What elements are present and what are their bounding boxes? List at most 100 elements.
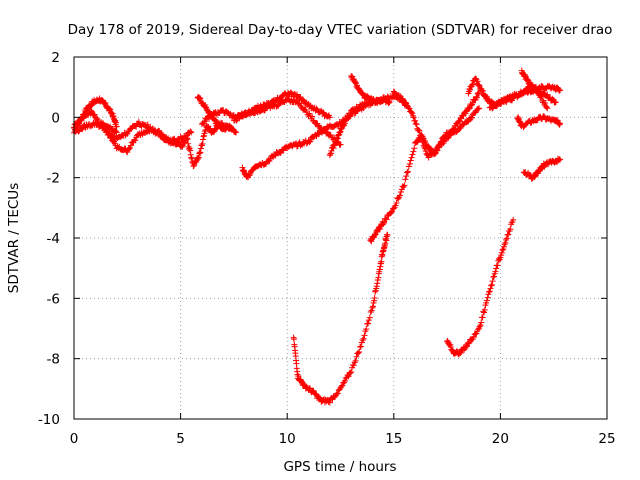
data-point [350,362,357,369]
data-point [479,314,486,321]
series-sat-r [518,67,559,106]
data-point [473,330,480,337]
data-point [486,288,493,295]
data-point [88,107,95,114]
data-point [354,82,361,89]
data-point [397,192,404,199]
data-point [374,280,381,287]
data-point [338,383,345,390]
data-point [487,285,494,292]
data-point [369,304,376,311]
data-point [371,297,378,304]
data-point [363,326,370,333]
data-point [361,332,368,339]
data-point [476,90,483,97]
data-point [542,99,549,106]
data-point [489,278,496,285]
data-point [368,307,375,314]
data-point [543,104,550,111]
data-point [188,154,195,161]
data-point [360,335,367,342]
data-point [366,314,373,321]
data-point [200,133,207,140]
data-point [326,114,333,121]
data-point [357,343,364,350]
data-point [468,102,475,109]
data-point [347,110,354,117]
data-point [391,89,398,96]
data-point [524,76,531,83]
data-point [451,126,458,133]
data-point [463,343,470,350]
data-point [340,121,347,128]
data-point [301,381,308,388]
series-sat-n [390,88,483,161]
data-point [315,131,322,138]
data-point [420,142,427,149]
data-point [196,94,203,101]
data-point [227,110,234,117]
data-point [196,150,203,157]
data-point [126,145,133,152]
data-point [295,373,302,380]
data-point [484,94,491,101]
data-point [503,236,510,243]
data-point [326,399,333,406]
x-tick-label: 0 [70,431,79,447]
data-point [409,151,416,158]
data-point [499,247,506,254]
data-point [481,309,488,316]
data-point [373,283,380,290]
data-point [465,340,472,347]
series-sat-s [514,113,564,131]
data-point [490,274,497,281]
data-point [510,216,517,223]
data-point [246,172,253,179]
data-point [403,173,410,180]
data-point [402,176,409,183]
data-point [544,105,551,112]
data-point [412,120,419,127]
data-point [484,294,491,301]
data-point [474,90,481,97]
data-point [469,81,476,88]
data-point [408,109,415,116]
data-point [313,105,320,112]
data-point [375,274,382,281]
data-point [341,120,348,127]
data-point [371,294,378,301]
data-point [348,369,355,376]
data-point [441,135,448,142]
data-point [476,82,483,89]
data-point [467,86,474,93]
data-point [483,297,490,304]
data-point [497,101,504,108]
data-point [343,115,350,122]
data-point [113,129,120,136]
data-point [288,90,295,97]
plot-frame [73,56,608,420]
data-point [389,208,396,215]
data-point [351,359,358,366]
data-point [492,268,499,275]
data-point [132,137,139,144]
data-point [493,265,500,272]
data-point [403,102,410,109]
data-point [186,146,193,153]
y-tick-label: -6 [47,291,60,307]
data-point [436,142,443,149]
data-point [422,148,429,155]
series-sat-k [348,73,393,107]
data-point [549,95,556,102]
data-point [275,102,282,109]
data-point [355,349,362,356]
data-point [416,127,423,134]
data-point [406,105,413,112]
data-point [345,373,352,380]
data-point [197,95,204,102]
data-point [371,232,378,239]
data-point [195,154,202,161]
data-point [300,97,307,104]
y-tick-label: -2 [47,171,60,187]
data-point [498,249,505,256]
